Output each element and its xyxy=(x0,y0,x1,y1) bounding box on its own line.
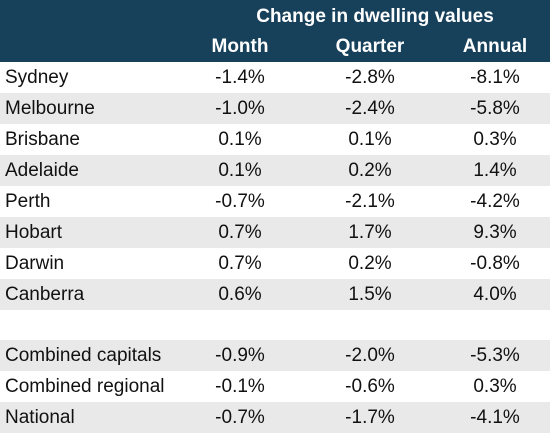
quarter-value: -2.8% xyxy=(345,67,395,88)
quarter-value: -1.7% xyxy=(345,407,395,428)
table-row: Combined capitals -0.9% -2.0% -5.3% xyxy=(0,340,550,371)
table-row: Combined regional -0.1% -0.6% 0.3% xyxy=(0,371,550,402)
quarter-value: 1.5% xyxy=(348,284,392,305)
annual-value: 0.3% xyxy=(473,129,517,150)
quarter-value: 0.1% xyxy=(348,129,392,150)
annual-value: 9.3% xyxy=(473,222,517,243)
month-value: -0.1% xyxy=(215,376,265,397)
month-value: -1.0% xyxy=(215,98,265,119)
city-name: Melbourne xyxy=(5,98,95,119)
annual-value: -0.8% xyxy=(470,253,520,274)
table-row: Melbourne -1.0% -2.4% -5.8% xyxy=(0,93,550,124)
column-header-quarter: Quarter xyxy=(335,36,405,57)
aggregate-name: Combined regional xyxy=(5,376,165,397)
month-value: 0.1% xyxy=(218,129,262,150)
quarter-value: -2.4% xyxy=(345,98,395,119)
table-row: Brisbane 0.1% 0.1% 0.3% xyxy=(0,124,550,155)
month-value: -0.9% xyxy=(215,345,265,366)
table-row: Darwin 0.7% 0.2% -0.8% xyxy=(0,248,550,279)
annual-value: -8.1% xyxy=(470,67,520,88)
table-row: Hobart 0.7% 1.7% 9.3% xyxy=(0,217,550,248)
table-header: Change in dwelling values Month Quarter … xyxy=(0,0,550,62)
city-name: Sydney xyxy=(5,67,69,88)
month-value: 0.7% xyxy=(218,222,262,243)
quarter-value: -2.0% xyxy=(345,345,395,366)
quarter-value: 1.7% xyxy=(348,222,392,243)
table-row: Canberra 0.6% 1.5% 4.0% xyxy=(0,279,550,310)
dwelling-values-table: Change in dwelling values Month Quarter … xyxy=(0,0,550,433)
annual-value: -5.8% xyxy=(470,98,520,119)
aggregate-name: Combined capitals xyxy=(5,345,162,366)
city-name: Brisbane xyxy=(5,129,80,150)
annual-value: -4.2% xyxy=(470,191,520,212)
annual-value: -4.1% xyxy=(470,407,520,428)
quarter-value: -2.1% xyxy=(345,191,395,212)
city-name: Darwin xyxy=(5,253,65,274)
quarter-value: -0.6% xyxy=(345,376,395,397)
aggregate-name: National xyxy=(5,407,75,428)
column-header-month: Month xyxy=(211,36,269,57)
table-row: Adelaide 0.1% 0.2% 1.4% xyxy=(0,155,550,186)
city-name: Hobart xyxy=(5,222,63,243)
quarter-value: 0.2% xyxy=(348,253,392,274)
quarter-value: 0.2% xyxy=(348,160,392,181)
city-name: Canberra xyxy=(5,284,85,305)
column-header-annual: Annual xyxy=(462,36,528,57)
table-row: National -0.7% -1.7% -4.1% xyxy=(0,402,550,433)
city-name: Perth xyxy=(5,191,51,212)
table-spacer xyxy=(0,310,550,340)
annual-value: 1.4% xyxy=(473,160,517,181)
annual-value: 0.3% xyxy=(473,376,517,397)
city-name: Adelaide xyxy=(5,160,79,181)
month-value: -1.4% xyxy=(215,67,265,88)
annual-value: -5.3% xyxy=(470,345,520,366)
month-value: 0.1% xyxy=(218,160,262,181)
month-value: -0.7% xyxy=(215,407,265,428)
month-value: -0.7% xyxy=(215,191,265,212)
month-value: 0.7% xyxy=(218,253,262,274)
table-row: Sydney -1.4% -2.8% -8.1% xyxy=(0,62,550,93)
annual-value: 4.0% xyxy=(473,284,517,305)
month-value: 0.6% xyxy=(218,284,262,305)
table-title: Change in dwelling values xyxy=(256,6,494,27)
table-row: Perth -0.7% -2.1% -4.2% xyxy=(0,186,550,217)
